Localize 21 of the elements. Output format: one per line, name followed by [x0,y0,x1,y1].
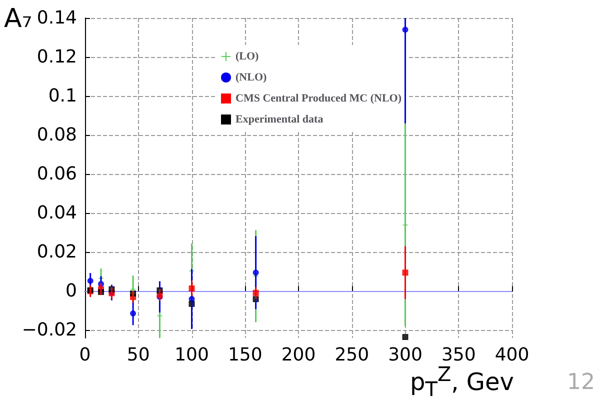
x-tick-label: 100 [174,344,209,366]
y-tick-label: 0.04 [36,202,77,224]
y-tick-label: 0.1 [48,86,77,107]
legend-label: CMS Central Produced MC (NLO) [236,92,402,104]
y-tick-label: 0.02 [36,242,77,263]
legend-label: (NLO) [236,72,267,84]
y-tick-label: 0.08 [36,124,77,146]
y-tick-label: 0 [66,280,77,302]
legend-label: Experimental data [236,114,324,126]
y-tick-label: 0.06 [36,164,77,185]
legend-label: (LO) [236,50,260,62]
x-tick-label: 200 [281,344,316,366]
x-tick-label: 250 [334,344,370,366]
text: 12 [567,370,595,395]
y-tick-label: 0.12 [36,46,77,68]
y-axis-title: A₇ [4,4,32,34]
x-tick-label: 0 [79,344,91,366]
y-tick-label: −0.02 [22,320,77,341]
y-tick-label: 0.14 [36,8,77,28]
x-tick-label: 150 [228,344,262,366]
x-tick-label: 50 [126,344,150,366]
